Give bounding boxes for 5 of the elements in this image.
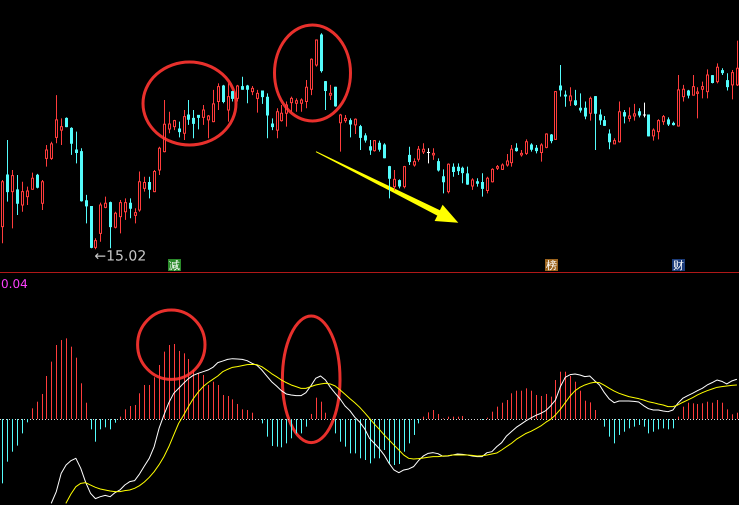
text: 0.04 bbox=[1, 277, 28, 291]
x-label: 减 bbox=[168, 259, 181, 272]
x-label: 财 bbox=[672, 259, 685, 272]
annotation: ←15.02 bbox=[94, 248, 146, 264]
x-label: 榜 bbox=[545, 259, 558, 272]
